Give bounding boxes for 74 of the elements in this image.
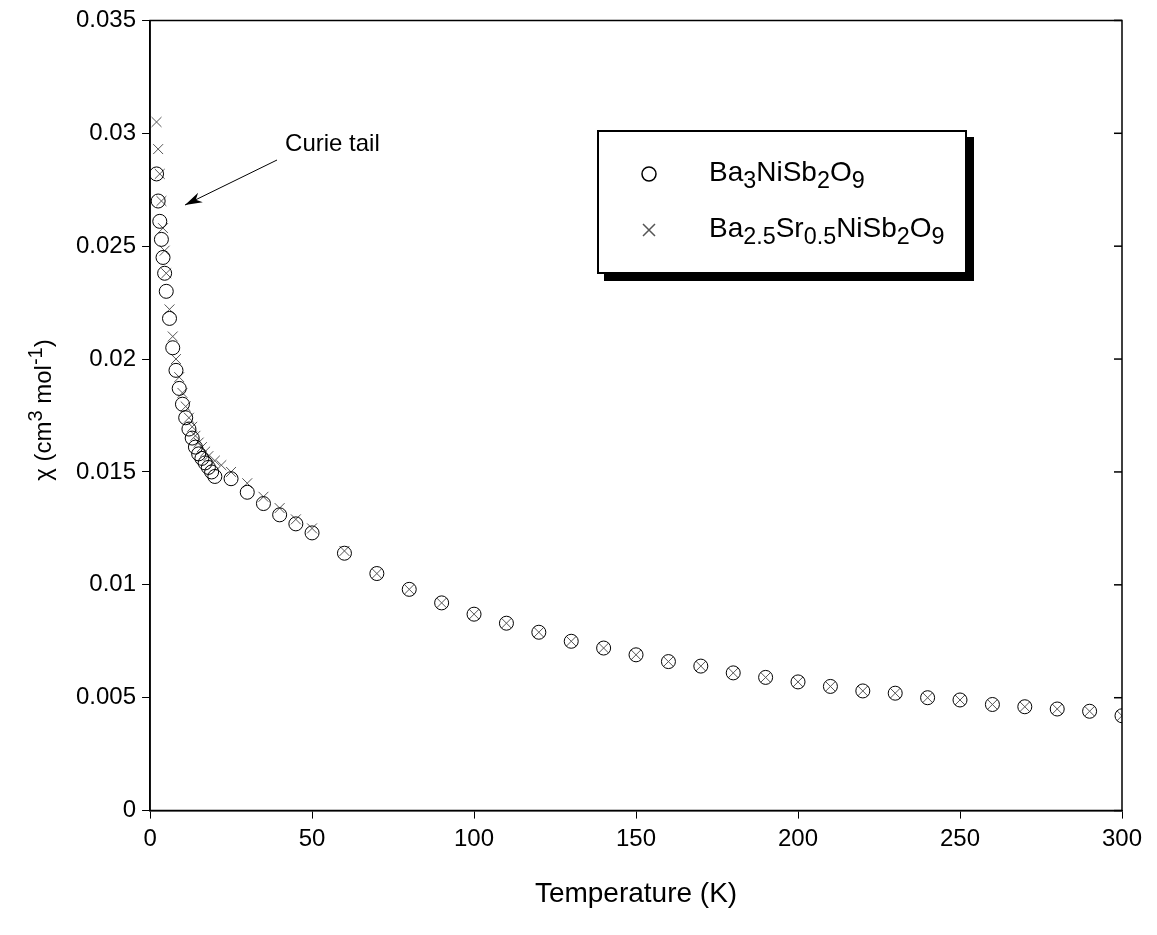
point <box>255 496 271 512</box>
point <box>180 401 192 412</box>
x-tick-label: 0 <box>143 823 157 851</box>
point <box>189 430 201 442</box>
point <box>196 441 208 453</box>
point <box>167 331 179 342</box>
point <box>173 371 185 383</box>
point <box>158 283 174 299</box>
point <box>183 412 195 424</box>
x-tick-label: 200 <box>778 823 819 851</box>
point <box>151 116 162 128</box>
point <box>199 446 211 458</box>
y-tick-label: 0.02 <box>89 343 137 371</box>
point <box>202 450 214 462</box>
legend-label: Ba$_{3}$NiSb$_{2}$O$_{9}$ <box>709 155 865 194</box>
y-tick-label: 0.01 <box>89 569 137 597</box>
point <box>215 459 227 471</box>
point <box>274 502 286 514</box>
x-tick-label: 150 <box>616 823 657 851</box>
point <box>171 380 187 396</box>
point <box>193 437 205 449</box>
point <box>336 545 352 561</box>
point <box>152 213 168 229</box>
point <box>155 249 171 265</box>
point <box>153 231 169 247</box>
point <box>197 455 213 471</box>
annotation: Curie tail <box>285 128 380 156</box>
y-tick-label: 0.015 <box>76 456 137 484</box>
point <box>241 477 253 489</box>
point <box>223 471 239 487</box>
x-tick-label: 300 <box>1101 823 1143 851</box>
point <box>200 459 216 475</box>
point <box>304 525 320 541</box>
point <box>306 522 318 534</box>
point <box>181 421 197 437</box>
point <box>155 195 167 207</box>
y-tick-label: 0.03 <box>89 117 137 145</box>
legend-label: Ba$_{2.5}$Sr$_{0.5}$NiSb$_{2}$O$_{9}$ <box>709 211 945 250</box>
point <box>339 545 350 557</box>
point <box>170 353 182 365</box>
y-tick-label: 0.005 <box>76 682 137 710</box>
point <box>150 166 165 182</box>
point <box>184 430 200 446</box>
point <box>157 222 169 234</box>
point <box>186 421 198 433</box>
point <box>177 387 188 399</box>
y-tick-label: 0 <box>122 795 137 823</box>
point <box>191 446 207 462</box>
point <box>168 362 184 378</box>
x-tick-label: 250 <box>939 823 981 851</box>
point <box>165 340 181 356</box>
point <box>288 516 304 532</box>
point <box>272 507 288 523</box>
point <box>178 410 194 426</box>
y-tick-label: 0.025 <box>76 230 137 258</box>
point <box>225 466 237 478</box>
point <box>209 455 221 467</box>
point <box>239 484 255 500</box>
point <box>258 491 269 503</box>
point <box>150 193 166 209</box>
point <box>204 464 220 480</box>
x-tick-label: 100 <box>454 823 495 851</box>
point <box>187 439 203 455</box>
x-tick-label: 50 <box>298 823 326 851</box>
point <box>207 468 223 484</box>
point <box>154 168 166 180</box>
point <box>152 143 164 155</box>
point <box>194 450 210 466</box>
point <box>174 396 190 412</box>
point <box>290 513 302 525</box>
point <box>162 310 177 326</box>
y-tick-label: 0.035 <box>76 5 137 33</box>
point <box>159 245 171 257</box>
x-axis-title: Temperature (K) <box>534 876 738 908</box>
